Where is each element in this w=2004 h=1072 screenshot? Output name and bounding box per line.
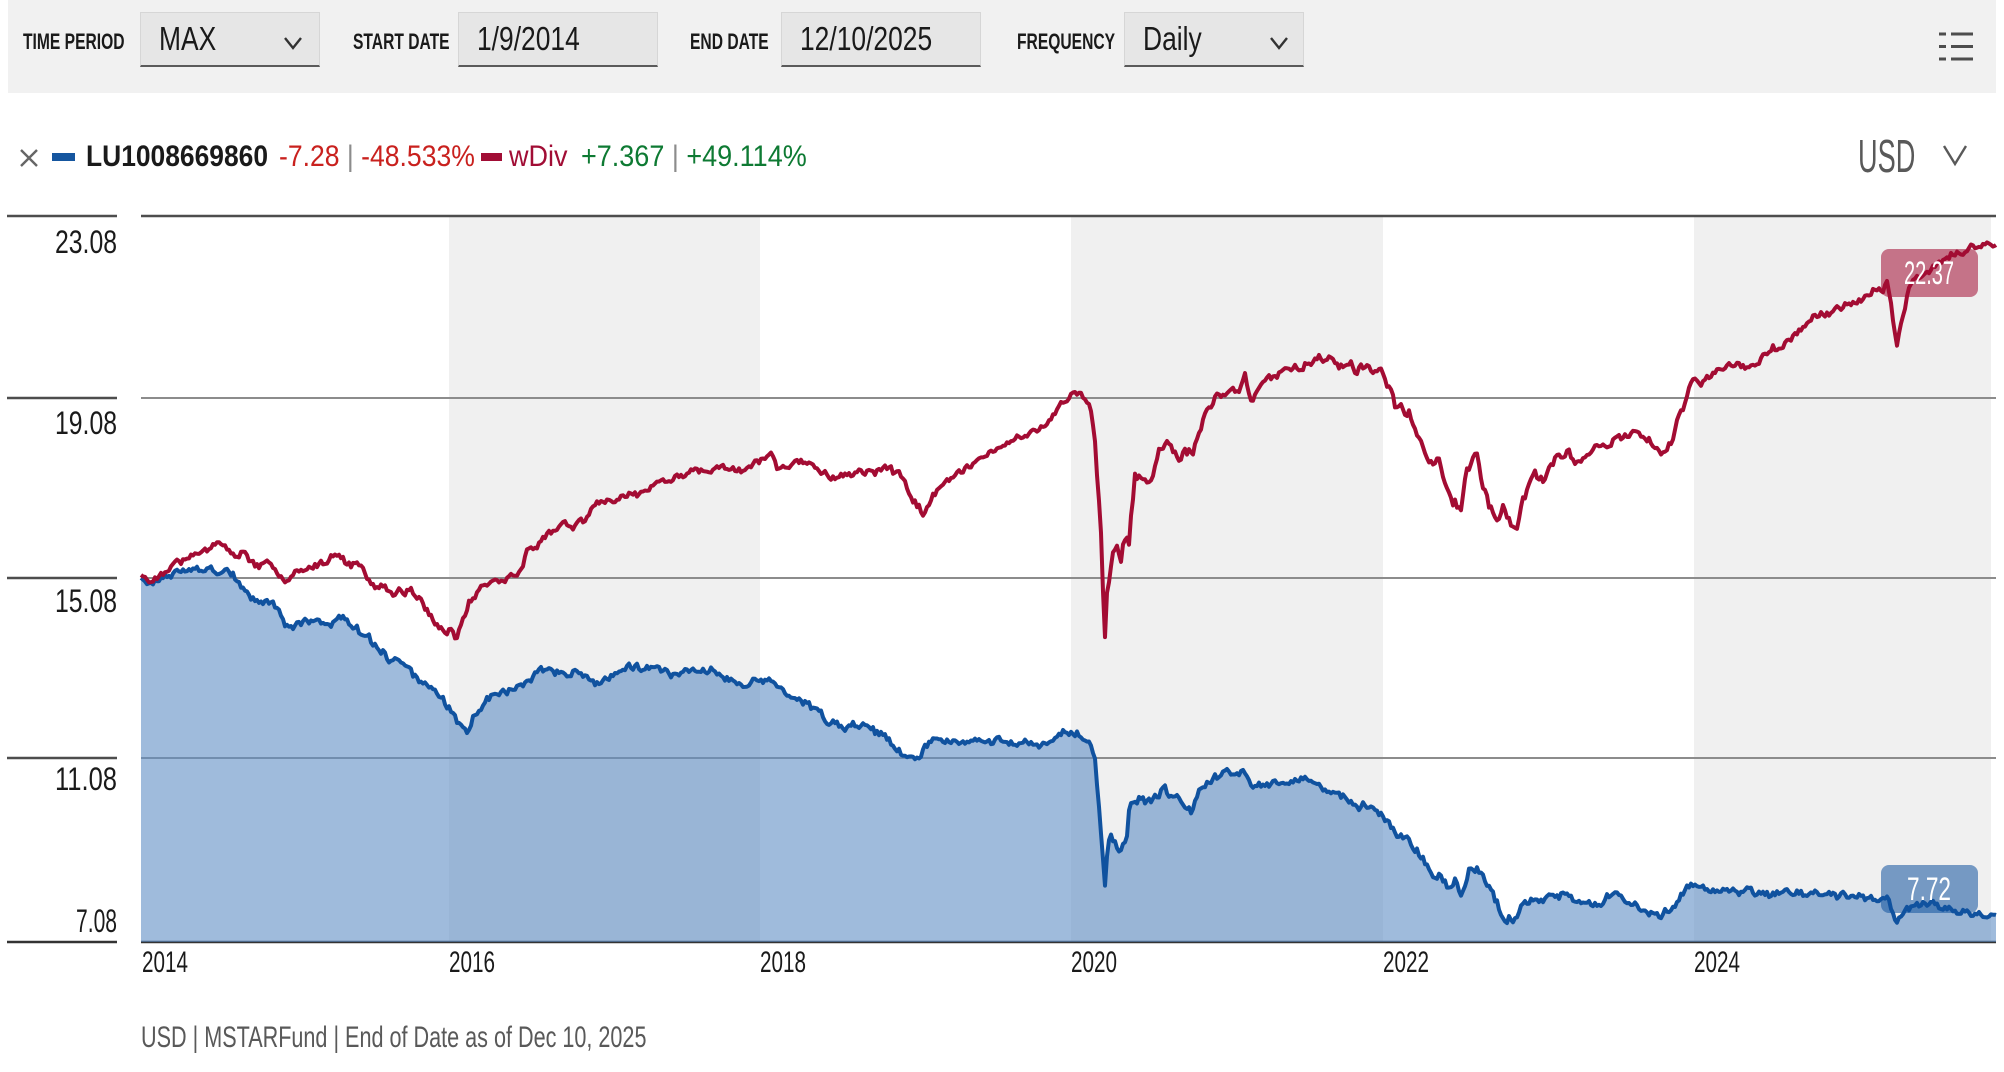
svg-text:19.08: 19.08 [55, 405, 117, 441]
svg-text:2024: 2024 [1694, 946, 1740, 979]
svg-text:7.72: 7.72 [1907, 871, 1951, 907]
svg-text:23.08: 23.08 [55, 224, 117, 260]
svg-text:2016: 2016 [449, 946, 495, 979]
svg-text:22.37: 22.37 [1904, 255, 1954, 291]
svg-text:11.08: 11.08 [55, 761, 117, 797]
svg-text:2014: 2014 [142, 946, 188, 979]
svg-text:7.08: 7.08 [76, 903, 117, 939]
svg-text:2018: 2018 [760, 946, 806, 979]
svg-text:2022: 2022 [1383, 946, 1429, 979]
svg-text:2020: 2020 [1071, 946, 1117, 979]
svg-text:15.08: 15.08 [55, 583, 117, 619]
